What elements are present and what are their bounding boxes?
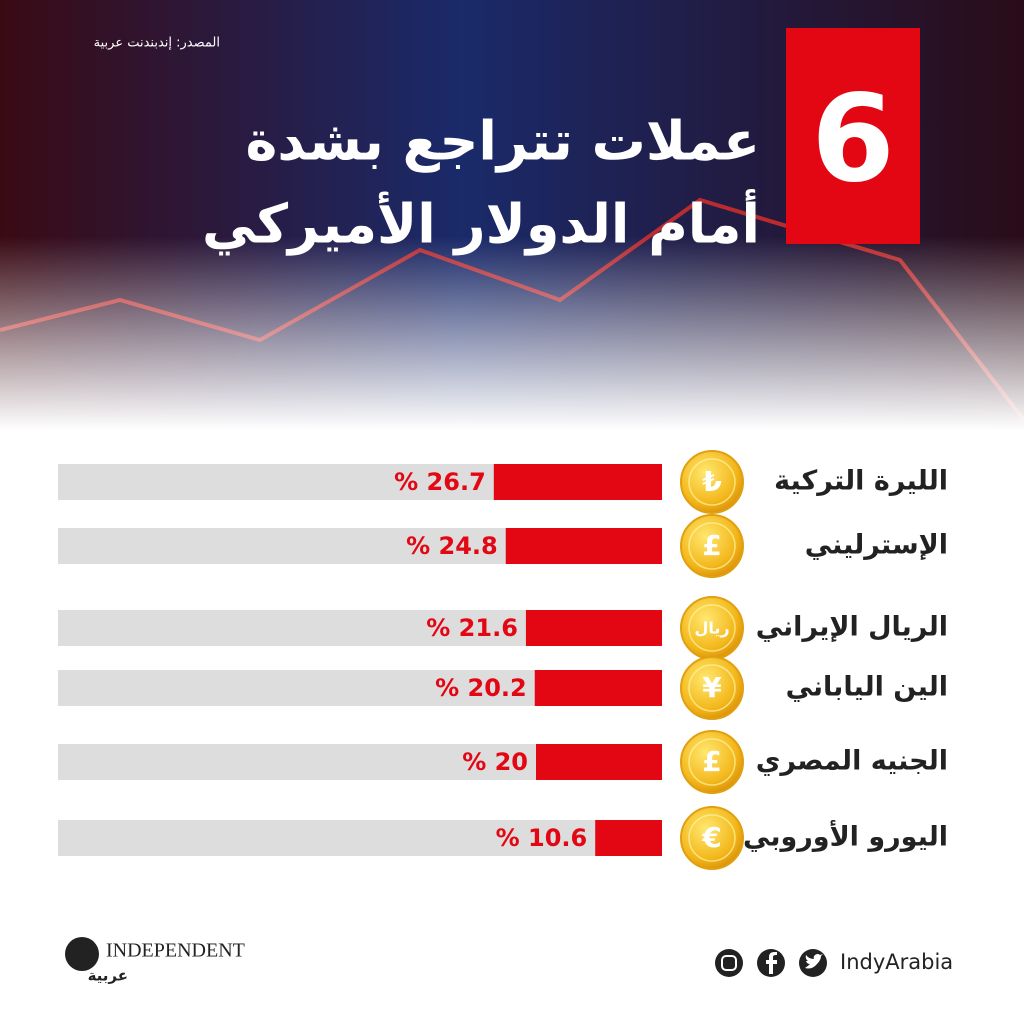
bar: [536, 744, 662, 780]
handle[interactable]: IndyArabia: [840, 950, 953, 974]
value-label: % 20: [462, 748, 528, 776]
category-label: الجنيه المصري: [756, 746, 948, 777]
value-label: % 10.6: [496, 824, 588, 852]
number-box: [786, 28, 920, 244]
coin-inner: [688, 458, 736, 506]
bar: [525, 610, 662, 646]
category-label: الإسترليني: [805, 530, 948, 561]
category-label: الليرة التركية: [774, 466, 948, 497]
coin-inner: [688, 604, 736, 652]
category-label: الين الياباني: [786, 672, 948, 703]
bar: [595, 820, 662, 856]
facebook-glyph: [766, 952, 777, 974]
coin: [680, 514, 744, 578]
category-label: الريال الإيراني: [756, 612, 948, 643]
coin-symbol: ريال: [694, 619, 729, 638]
brand-sub: عربية: [88, 967, 128, 985]
twitter-glyph: [805, 954, 823, 969]
bar: [534, 670, 662, 706]
instagram-glyph: [721, 955, 737, 971]
coin-inner: [688, 664, 736, 712]
coin-symbol: ¥: [702, 671, 722, 704]
coin: [680, 730, 744, 794]
bar: [493, 464, 662, 500]
coin-inner: [688, 522, 736, 570]
instagram-icon[interactable]: [715, 949, 743, 977]
coin-symbol: £: [702, 529, 721, 562]
bar-track: [58, 820, 662, 856]
number: 6: [811, 71, 895, 210]
value-label: % 24.8: [406, 532, 498, 560]
brand: INDEPENDENT: [106, 940, 245, 962]
bars: % 26.7 ₺ الليرة التركية % 24.8 £ الإسترليني % …: [58, 450, 948, 870]
coin-symbol: £: [702, 745, 721, 778]
category-label: اليورو الأوروبي: [743, 820, 948, 853]
bar: [505, 528, 662, 564]
chart-subtitle: أمام الدولار الأميركي: [202, 189, 760, 256]
value-label: % 20.2: [435, 674, 527, 702]
logo-emblem: [65, 937, 99, 971]
source: المصدر: إندبندنت عربية: [94, 36, 220, 51]
coin: [680, 450, 744, 514]
coin: [680, 806, 744, 870]
coin-symbol: ₺: [702, 465, 721, 498]
chart-title: عملات تتراجع بشدة: [246, 110, 760, 173]
coin-inner: [688, 814, 736, 862]
coin-inner: [688, 738, 736, 786]
coin-symbol: €: [701, 821, 721, 854]
coin: [680, 656, 744, 720]
value-label: % 26.7: [394, 468, 486, 496]
value-label: % 21.6: [426, 614, 518, 642]
